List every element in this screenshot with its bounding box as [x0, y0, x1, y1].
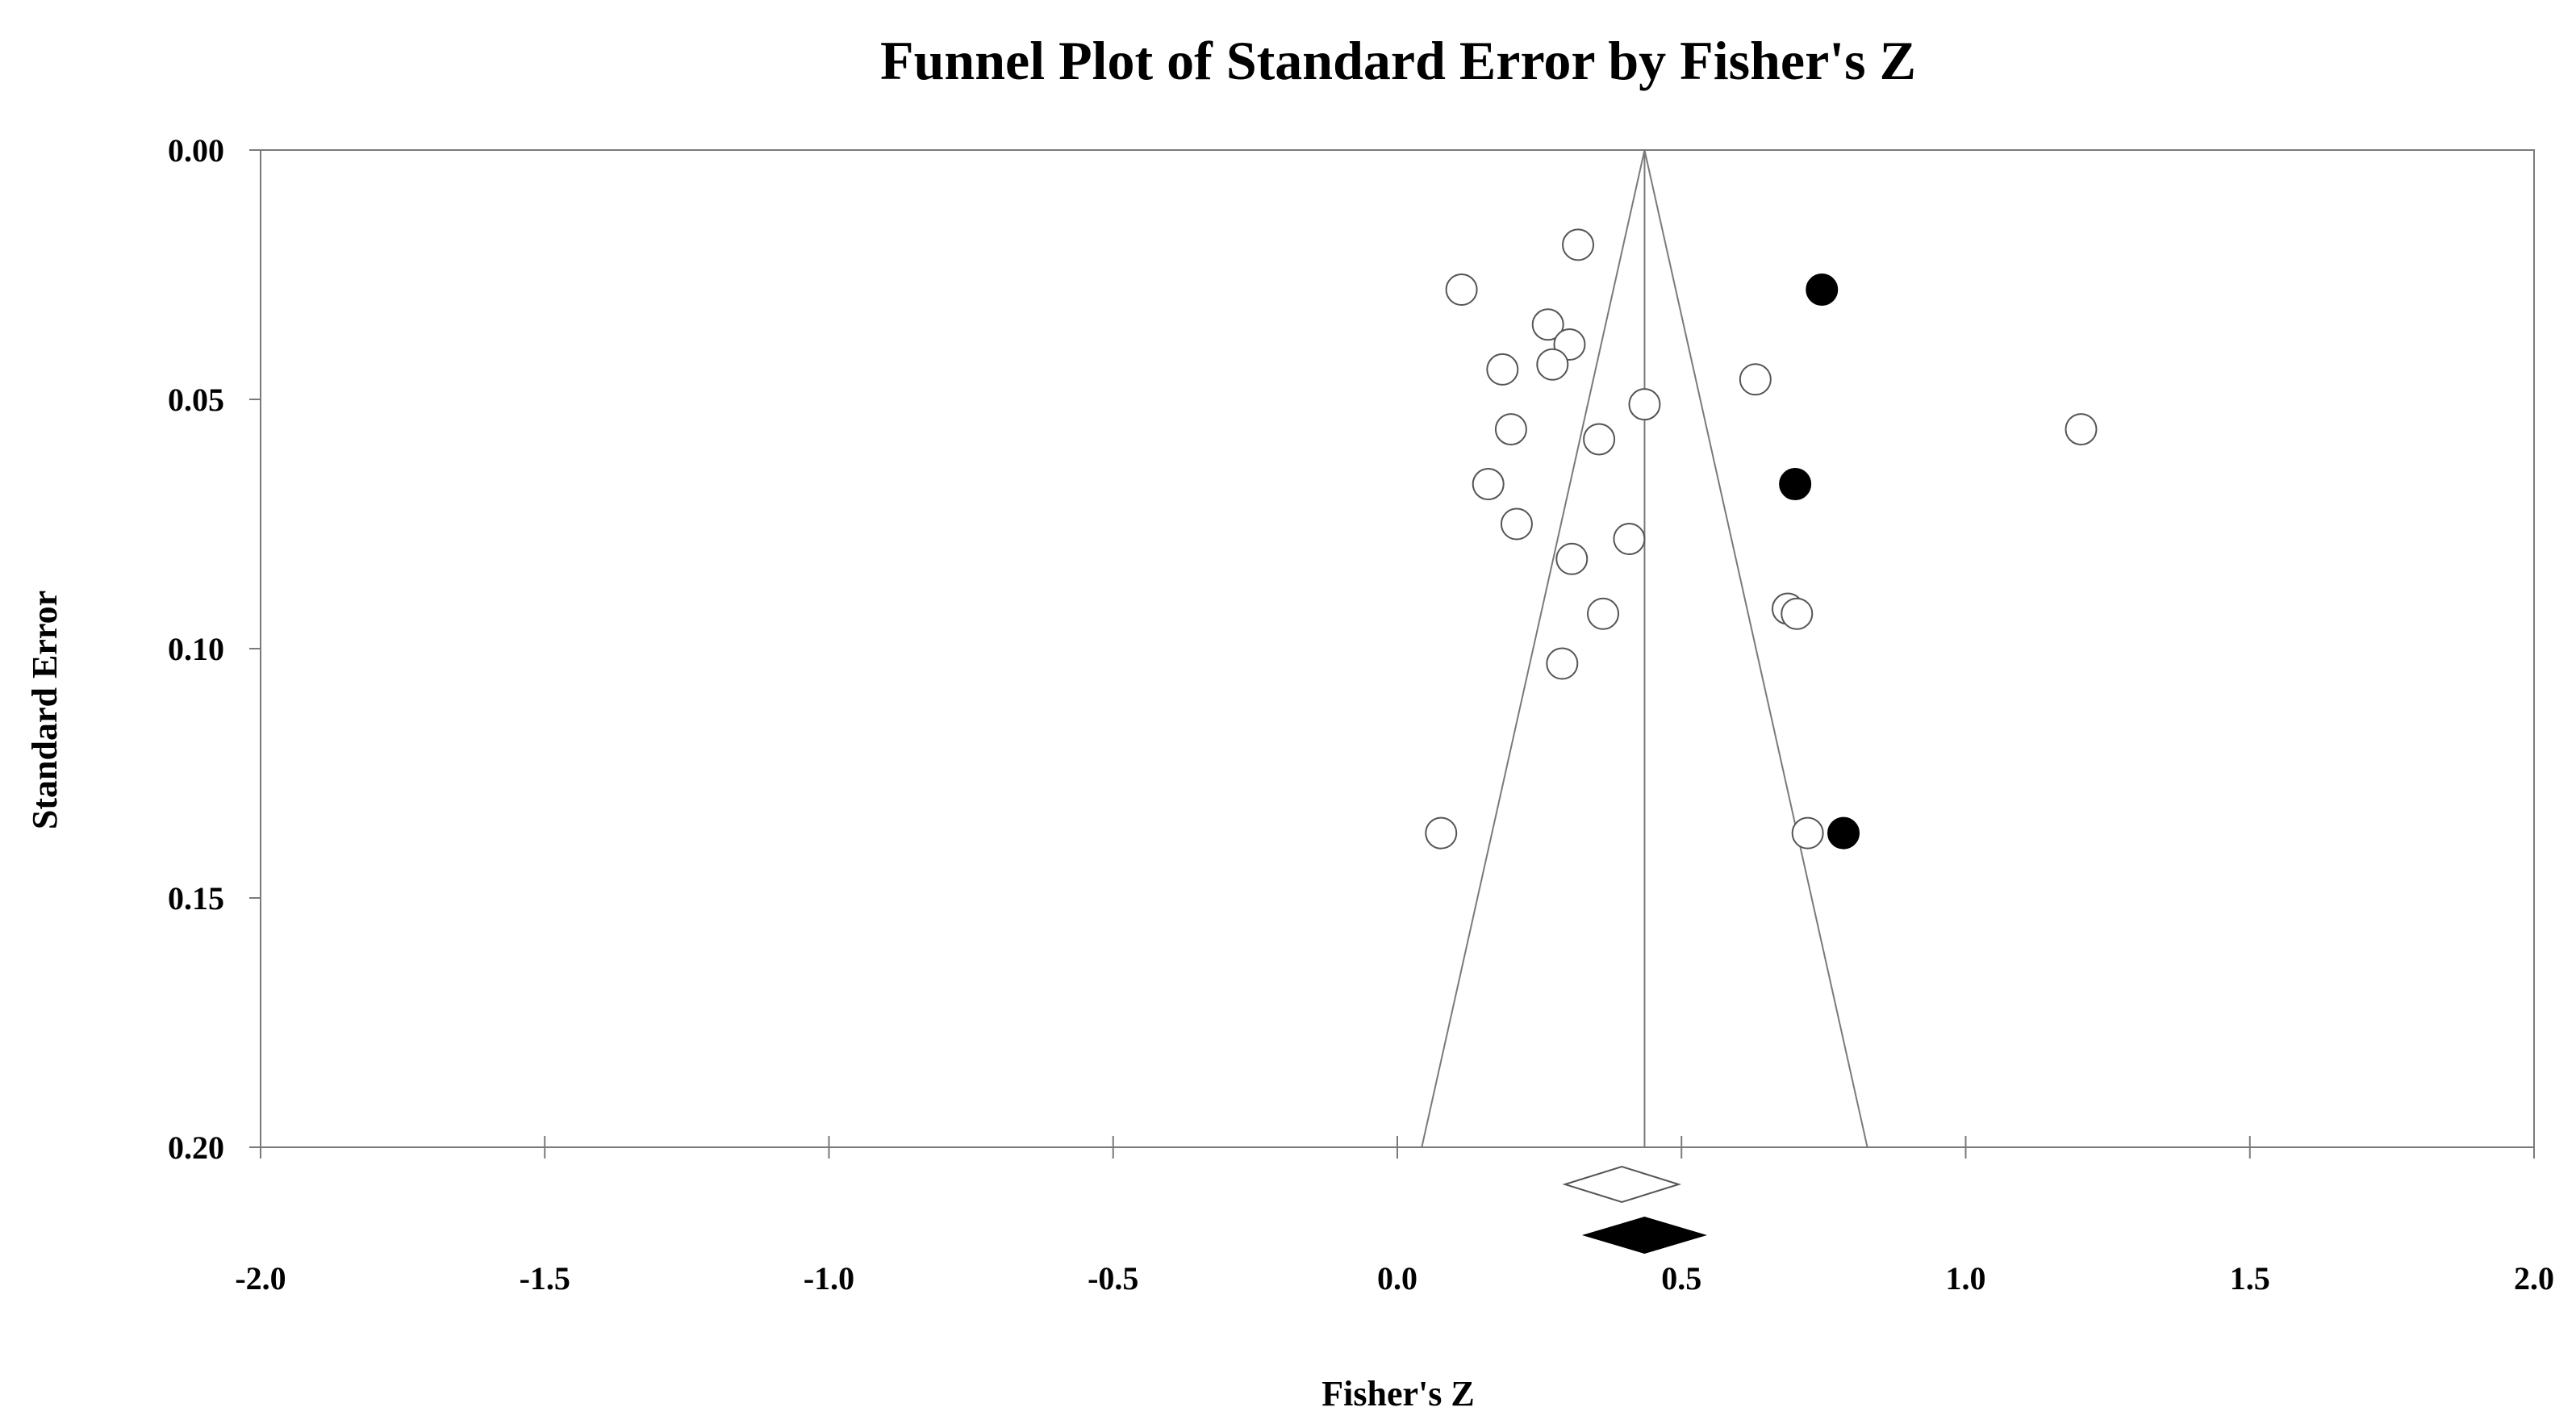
x-tick-label: 0.5	[1661, 1260, 1701, 1296]
x-tick-label: 1.5	[2230, 1260, 2270, 1296]
open-study-point	[1531, 308, 1564, 341]
filled-study-point	[1827, 816, 1860, 850]
open-study-point	[1583, 423, 1616, 456]
x-axis-label: Fisher's Z	[1321, 1374, 1474, 1413]
filled-summary-diamond	[1581, 1216, 1707, 1255]
open-study-point	[1555, 542, 1589, 575]
open-study-point	[1739, 363, 1772, 396]
funnel-right-line	[1643, 149, 1868, 1148]
x-tick-label: -0.5	[1088, 1260, 1138, 1296]
x-tick-label: -1.5	[520, 1260, 570, 1296]
x-axis-ticks: -2.0 -1.5 -1.0 -0.5 0.0 0.5 1.0 1.5 2.0	[235, 1136, 2554, 1296]
y-tick-label: 0.15	[168, 880, 224, 917]
x-tick-label: 2.0	[2514, 1260, 2554, 1296]
y-tick-label: 0.00	[168, 132, 224, 169]
y-axis-label: Standard Error	[25, 591, 65, 829]
open-study-point	[1628, 388, 1661, 421]
y-tick-label: 0.05	[168, 382, 224, 418]
open-study-point	[1425, 816, 1458, 850]
x-tick-label: -1.0	[804, 1260, 854, 1296]
open-study-point	[1536, 348, 1569, 381]
open-study-point	[1781, 597, 1814, 630]
filled-study-point	[1806, 273, 1839, 307]
chart-title: Funnel Plot of Standard Error by Fisher'…	[880, 30, 1916, 91]
study-points	[1425, 228, 2098, 850]
open-study-point	[1791, 816, 1824, 850]
open-study-point	[1445, 273, 1478, 307]
open-study-point	[1486, 353, 1519, 386]
filled-study-point	[1779, 468, 1812, 501]
open-study-point	[1562, 228, 1595, 261]
y-axis-ticks: 0.00 0.05 0.10 0.15 0.20	[168, 132, 261, 1166]
open-study-point	[1500, 507, 1533, 541]
x-tick-label: 1.0	[1946, 1260, 1986, 1296]
open-study-point	[2065, 413, 2098, 446]
x-tick-label: -2.0	[235, 1260, 286, 1296]
y-tick-label: 0.10	[168, 631, 224, 667]
funnel-left-line	[1421, 149, 1646, 1148]
open-study-point	[1546, 647, 1579, 680]
open-summary-diamond	[1562, 1165, 1682, 1204]
x-tick-label: 0.0	[1377, 1260, 1417, 1296]
plot-area	[260, 149, 2535, 1148]
open-study-point	[1494, 413, 1527, 446]
open-study-point	[1613, 523, 1646, 556]
open-study-point	[1472, 468, 1505, 501]
open-study-point	[1587, 597, 1620, 630]
funnel-lines	[1421, 149, 1868, 1148]
summary-diamonds	[1562, 1165, 1707, 1255]
y-tick-label: 0.20	[168, 1129, 224, 1166]
